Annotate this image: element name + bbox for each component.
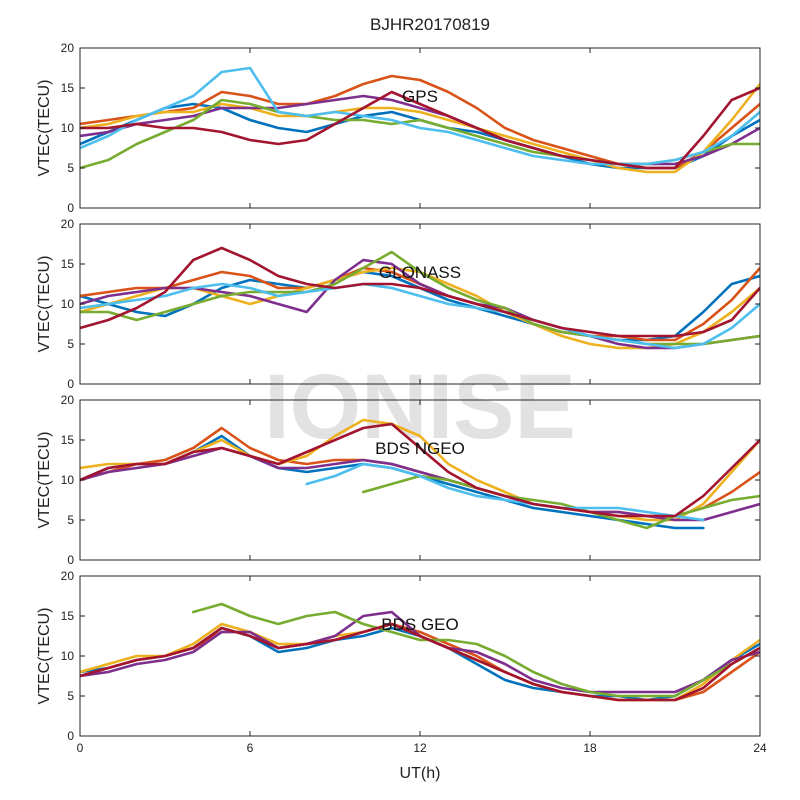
panel-3: 0 5 10 15 20 VTEC(TECU) BDS NGEO [36,393,761,567]
panel-title: BDS NGEO [375,439,465,458]
y-tick-label: 15 [61,81,75,95]
watermark-text: IONISE [264,356,576,458]
series-line-6 [80,622,760,702]
y-axis-label: VTEC(TECU) [36,256,53,353]
series-line-5 [192,602,760,698]
figure-title: BJHR20170819 [370,15,490,34]
series-group [80,418,760,530]
y-tick-label: 0 [67,201,74,215]
y-tick-label: 15 [61,609,75,623]
y-tick-label: 5 [67,337,74,351]
y-tick-label: 0 [67,729,74,743]
series-line-3 [80,82,760,174]
y-tick-label: 5 [67,513,74,527]
y-tick-label: 20 [61,41,75,55]
y-tick-label: 5 [67,161,74,175]
series-line-7 [80,246,760,338]
series-line-6 [80,66,760,166]
y-tick-label: 5 [67,689,74,703]
y-tick-label: 0 [67,553,74,567]
panels-group: 0 5 10 15 20 VTEC(TECU) GPS 0 5 10 15 20 VTEC(TECU) G… [36,41,767,755]
series-line-5 [361,474,760,530]
y-tick-label: 20 [61,393,75,407]
y-tick-label: 20 [61,569,75,583]
panel-2: 0 5 10 15 20 VTEC(TECU) GLONASS [36,217,761,391]
series-line-7 [80,86,760,170]
panel-title: BDS GEO [381,615,458,634]
x-tick-label: 24 [753,741,767,755]
x-tick-label: 0 [77,741,84,755]
x-tick-label: 12 [413,741,427,755]
y-tick-label: 20 [61,217,75,231]
series-group [80,246,760,350]
series-line-7 [80,422,760,518]
y-axis-label: VTEC(TECU) [36,432,53,529]
y-axis-label: VTEC(TECU) [36,608,53,705]
y-tick-label: 10 [61,297,75,311]
panel-4: 0 5 10 15 20 0 6 12 18 24 VTEC(TECU) BDS GEO [36,569,767,755]
series-line-6 [305,462,705,522]
y-tick-label: 15 [61,433,75,447]
series-group [80,66,760,174]
y-tick-label: 15 [61,257,75,271]
x-tick-label: 18 [583,741,597,755]
panel-title: GLONASS [379,263,461,282]
y-axis-label: VTEC(TECU) [36,80,53,177]
x-tick-label: 6 [247,741,254,755]
panel-1: 0 5 10 15 20 VTEC(TECU) GPS [36,41,761,215]
series-group [80,602,760,702]
y-tick-label: 10 [61,121,75,135]
y-tick-label: 0 [67,377,74,391]
x-axis-label: UT(h) [400,765,441,782]
series-line-6 [80,282,760,350]
y-tick-label: 10 [61,649,75,663]
panel-title: GPS [402,87,438,106]
y-tick-label: 10 [61,473,75,487]
